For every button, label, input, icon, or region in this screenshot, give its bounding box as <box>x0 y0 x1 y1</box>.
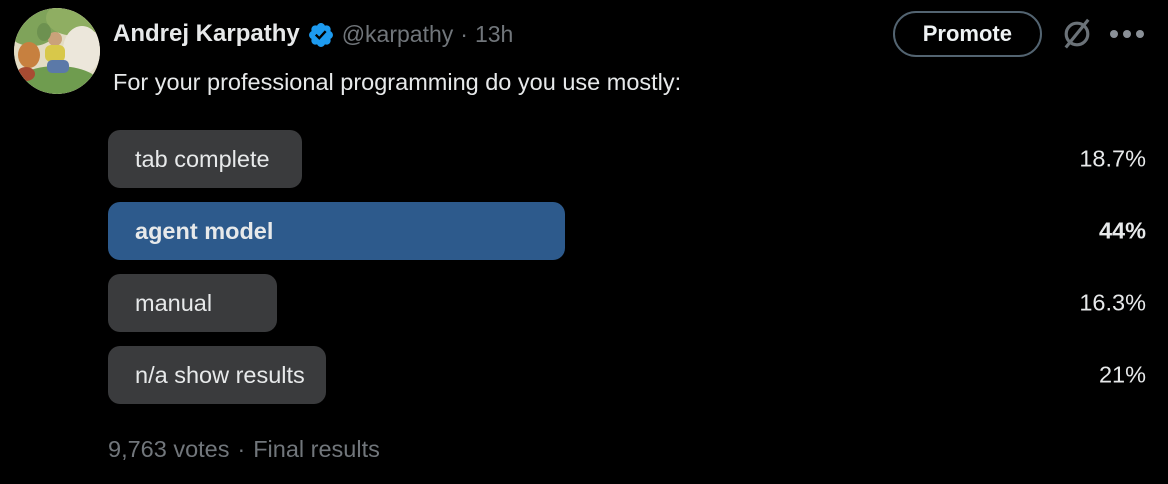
poll-bar: tab complete <box>108 130 303 188</box>
timestamp[interactable]: 13h <box>474 20 514 47</box>
poll-option-label: manual <box>135 289 213 316</box>
poll-option-percent: 16.3% <box>1079 289 1146 316</box>
avatar-illustration <box>14 8 100 94</box>
poll-option-label: agent model <box>135 217 274 244</box>
grok-button[interactable] <box>1056 11 1098 57</box>
header-actions: Promote <box>892 11 1148 57</box>
poll-option-percent: 44% <box>1098 217 1146 244</box>
poll-meta: 9,763 votes · Final results <box>108 436 380 463</box>
tweet-text: For your professional programming do you… <box>113 69 682 95</box>
more-ellipsis-icon <box>1110 30 1144 38</box>
poll-option-label: n/a show results <box>135 361 305 388</box>
display-name[interactable]: Andrej Karpathy <box>113 20 300 47</box>
poll-option-percent: 21% <box>1098 361 1146 388</box>
verified-badge-icon <box>308 23 333 47</box>
poll-bar: manual <box>108 274 278 332</box>
poll-option-percent: 18.7% <box>1079 145 1146 172</box>
grok-icon <box>1064 18 1090 49</box>
poll-option-row: n/a show results 21% <box>108 346 1146 404</box>
poll-option-label: tab complete <box>135 145 270 172</box>
poll: tab complete 18.7% agent model 44% manua… <box>108 130 1146 418</box>
more-button[interactable] <box>1106 11 1148 57</box>
meta-separator: · <box>237 436 246 462</box>
avatar[interactable] <box>14 8 100 94</box>
poll-option-row: manual 16.3% <box>108 274 1146 332</box>
vote-count: 9,763 votes <box>108 436 230 462</box>
user-handle[interactable]: @karpathy <box>341 20 454 47</box>
promote-button[interactable]: Promote <box>892 11 1042 57</box>
tweet-header: Andrej Karpathy @karpathy · 13h <box>113 17 513 51</box>
poll-bar: agent model <box>108 202 565 260</box>
poll-option-row: agent model 44% <box>108 202 1146 260</box>
header-separator: · <box>460 20 468 47</box>
poll-status: Final results <box>253 436 380 462</box>
poll-option-row: tab complete 18.7% <box>108 130 1146 188</box>
poll-bar: n/a show results <box>108 346 326 404</box>
